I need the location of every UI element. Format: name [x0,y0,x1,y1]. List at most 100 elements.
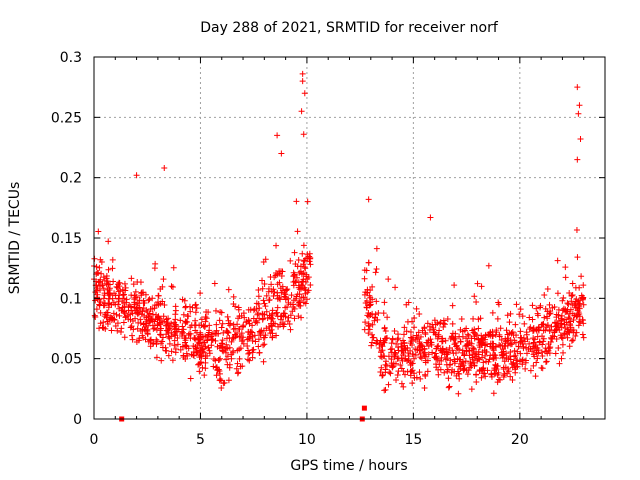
data-point [166,340,173,347]
data-point [217,308,224,315]
data-point [278,150,285,157]
data-point [455,370,462,377]
data-point [504,312,511,319]
data-point [261,341,268,348]
data-point [105,266,112,273]
data-point [245,316,252,323]
data-point [152,260,159,267]
data-point [519,356,526,363]
data-point [373,245,380,252]
data-point [179,323,186,330]
data-point [168,348,175,355]
data-point [533,305,540,312]
data-point [284,318,291,325]
data-point [160,276,167,283]
data-point [579,316,586,323]
data-point [201,339,208,346]
data-point [158,357,165,364]
data-point [187,375,194,382]
zero-point [361,405,367,411]
data-point [444,366,451,373]
data-point [530,335,537,342]
data-point [426,323,433,330]
data-point [580,301,587,308]
data-point [157,340,164,347]
data-point [114,327,121,334]
data-point [565,314,572,321]
data-point [473,379,480,386]
data-point [230,293,237,300]
data-point [206,322,213,329]
data-point [192,302,199,309]
data-point [579,294,586,301]
data-point [469,327,476,334]
data-point [143,307,150,314]
data-point [570,316,577,323]
data-point [202,333,209,340]
data-point [252,338,259,345]
data-point [165,352,172,359]
data-point [138,289,145,296]
data-point [580,282,587,289]
data-point [407,329,414,336]
data-point [572,284,579,291]
data-point [447,357,454,364]
data-point [212,357,219,364]
data-point [377,353,384,360]
data-point [121,309,128,316]
data-point [143,314,150,321]
data-point [91,312,98,319]
data-point [533,359,540,366]
data-point [539,333,546,340]
data-point [196,322,203,329]
data-point [416,310,423,317]
data-point [249,347,256,354]
data-point [153,336,160,343]
data-point [216,377,223,384]
data-point [145,322,152,329]
data-point [394,331,401,338]
data-point [263,325,270,332]
data-point [573,296,580,303]
data-point [571,312,578,319]
data-point [478,374,485,381]
data-point [133,305,140,312]
data-point [477,315,484,322]
data-point [573,226,580,233]
data-point [530,362,537,369]
data-point [507,310,514,317]
data-point [496,333,503,340]
data-point [260,297,267,304]
data-point [485,262,492,269]
data-point [539,321,546,328]
data-point [197,331,204,338]
data-point [373,298,380,305]
data-point [511,337,518,344]
data-point [492,343,499,350]
data-point [127,303,134,310]
data-point [192,309,199,316]
data-point [537,304,544,311]
data-point [94,296,101,303]
data-point [122,314,129,321]
y-tick-label: 0.05 [51,352,82,368]
data-point [507,356,514,363]
data-point [376,344,383,351]
data-point [534,310,541,317]
data-point [292,278,299,285]
data-point [407,372,414,379]
data-point [415,329,422,336]
data-point [382,335,389,342]
data-point [369,296,376,303]
data-point [246,334,253,341]
data-point [362,319,369,326]
data-point [216,345,223,352]
data-point [108,317,115,324]
data-point [411,315,418,322]
data-point [282,294,289,301]
data-point [255,301,262,308]
data-point [378,364,385,371]
data-point [530,325,537,332]
data-point [151,302,158,309]
data-point [429,349,436,356]
